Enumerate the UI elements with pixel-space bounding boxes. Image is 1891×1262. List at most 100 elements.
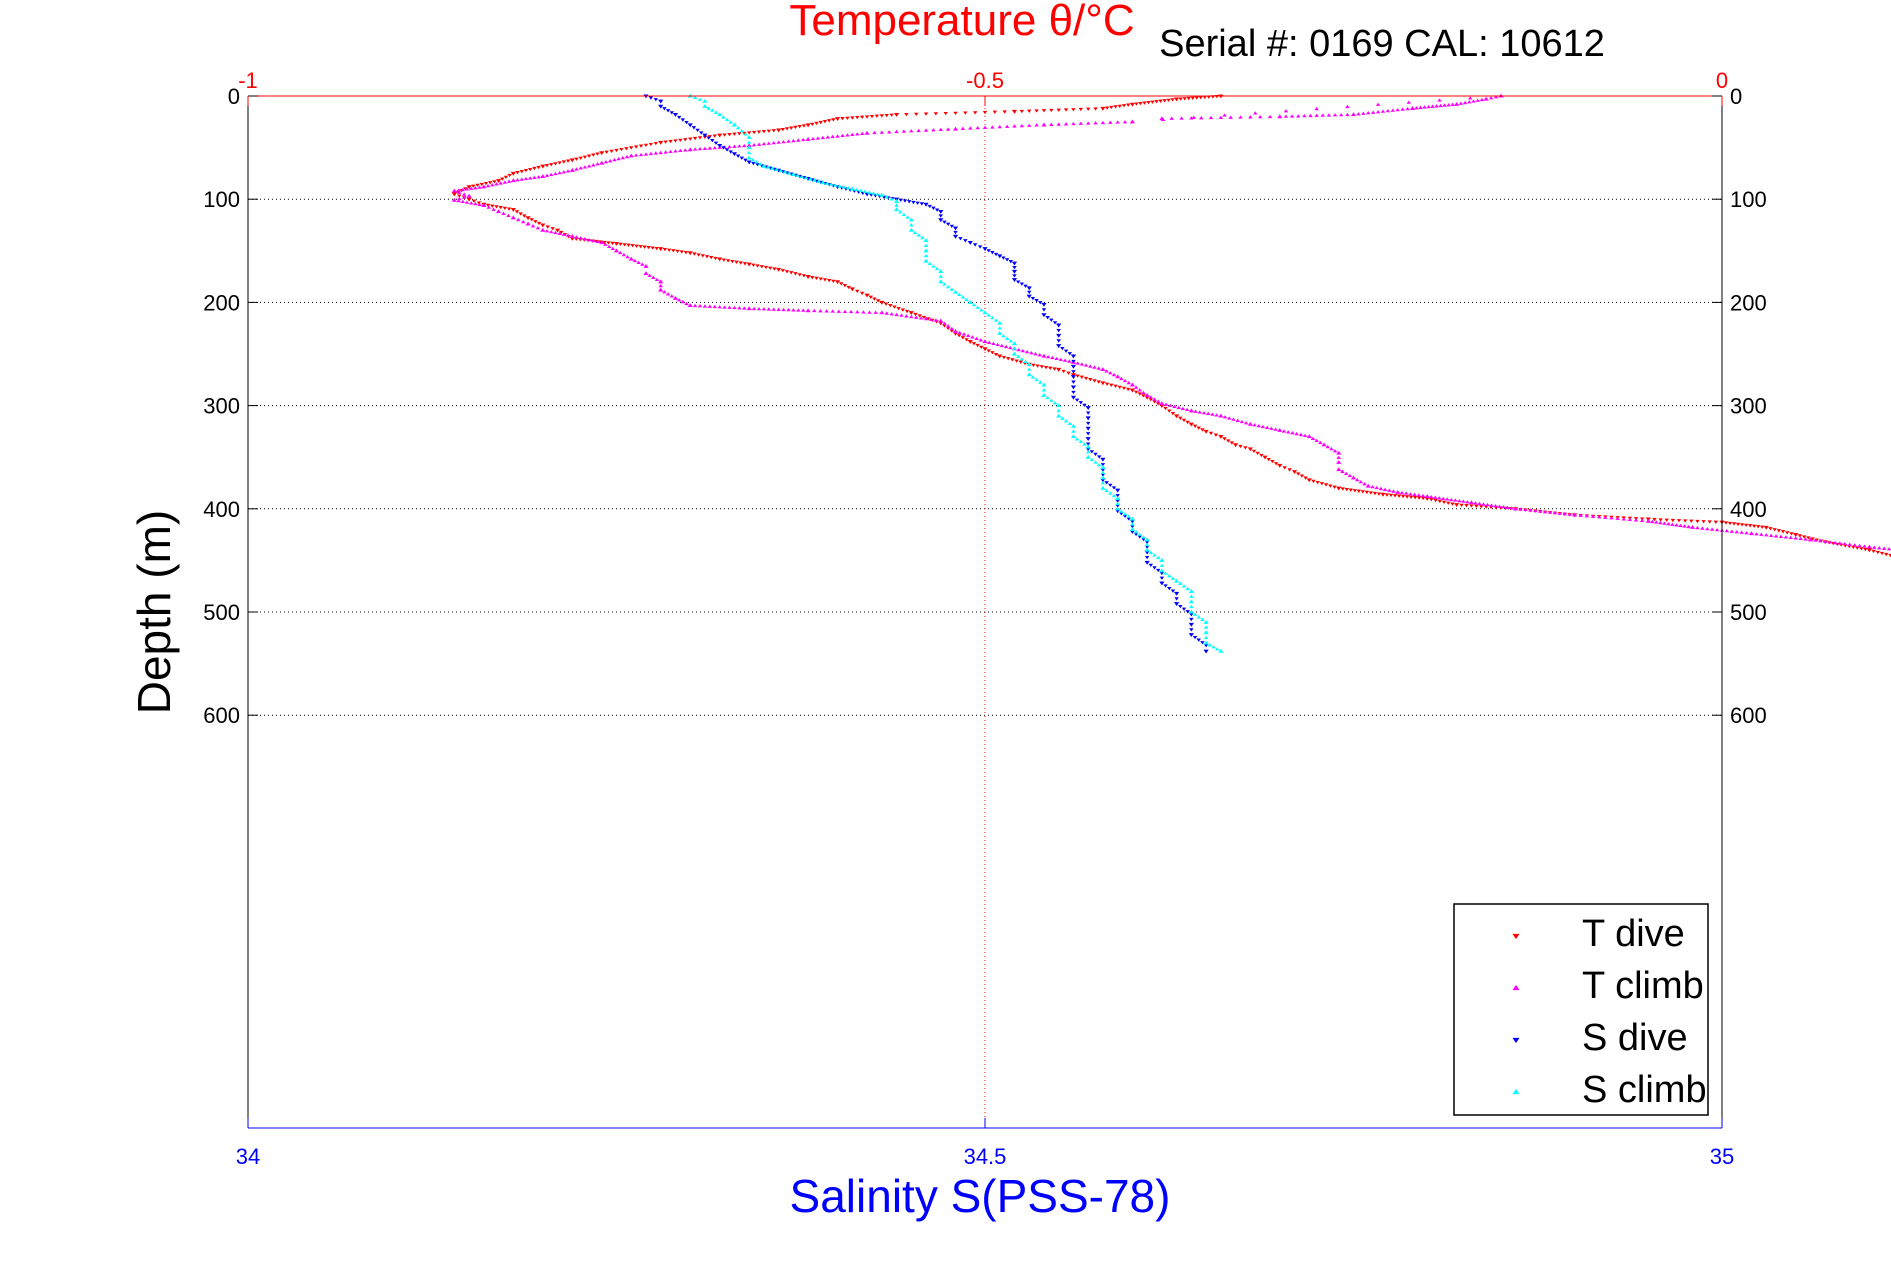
x-tick-label-salinity: 34 (236, 1144, 260, 1169)
data-point (658, 140, 664, 145)
data-point (1208, 115, 1214, 120)
data-point (1441, 496, 1446, 500)
data-point (1866, 548, 1872, 553)
data-point (1255, 451, 1260, 456)
data-point (884, 311, 889, 315)
data-point (469, 201, 474, 205)
data-point (481, 203, 487, 207)
data-point (1121, 386, 1127, 391)
data-point (963, 111, 968, 115)
data-point (1015, 280, 1021, 284)
data-point (1144, 560, 1150, 565)
data-point (1041, 392, 1047, 397)
data-point (964, 338, 969, 342)
data-point (1100, 473, 1106, 477)
data-point (945, 326, 951, 331)
data-point (1166, 98, 1171, 103)
data-point (1863, 548, 1868, 552)
data-point (495, 209, 502, 214)
data-point (1739, 530, 1744, 534)
data-point (1075, 374, 1080, 378)
data-point (610, 246, 616, 251)
data-point (931, 206, 936, 210)
data-point (523, 176, 529, 181)
data-point (1260, 424, 1266, 429)
data-point (902, 199, 908, 203)
data-point (613, 248, 620, 253)
data-point (1483, 505, 1489, 509)
data-point (894, 129, 899, 134)
data-point (1148, 563, 1154, 568)
data-point (1468, 500, 1475, 505)
data-point (934, 266, 940, 271)
data-point (1163, 571, 1168, 575)
data-point (1408, 495, 1414, 499)
data-point (1709, 527, 1715, 531)
data-point (451, 197, 457, 202)
data-point (755, 264, 760, 268)
data-point (1434, 104, 1439, 108)
data-point (599, 160, 605, 165)
data-point (653, 98, 659, 102)
data-point (1041, 382, 1047, 387)
data-point (982, 347, 988, 352)
data-point (477, 202, 482, 206)
data-point (1453, 498, 1458, 502)
data-point (1144, 555, 1150, 560)
data-point (668, 139, 673, 144)
data-point (1176, 405, 1181, 409)
data-point (1392, 494, 1398, 498)
data-point (658, 104, 664, 109)
data-point (1450, 502, 1455, 506)
data-point (1469, 504, 1474, 508)
data-point (1229, 441, 1235, 445)
data-point (952, 289, 959, 294)
data-point (1208, 431, 1214, 436)
data-point (1403, 491, 1409, 495)
data-point (1108, 491, 1113, 495)
data-point (1141, 390, 1146, 395)
data-point (1168, 403, 1173, 407)
data-point (717, 305, 722, 309)
data-point (841, 185, 847, 189)
data-point (1041, 388, 1047, 392)
data-point (565, 159, 571, 163)
data-point (1041, 122, 1047, 127)
data-point (697, 146, 703, 151)
data-point (991, 341, 996, 345)
data-point (1747, 524, 1753, 528)
data-point (1144, 545, 1150, 549)
data-point (1763, 525, 1769, 530)
data-point (810, 276, 815, 280)
data-point (1501, 505, 1506, 509)
data-point (707, 146, 713, 150)
data-point (1446, 501, 1451, 505)
data-point (1181, 418, 1187, 423)
data-point (634, 244, 639, 248)
data-point (1060, 416, 1065, 420)
data-point (1416, 493, 1421, 497)
data-point (1277, 114, 1283, 119)
data-point (1336, 450, 1342, 455)
data-point (643, 271, 649, 276)
data-point (904, 309, 910, 314)
data-point (506, 213, 511, 218)
data-point (1097, 462, 1102, 467)
data-point (1479, 505, 1484, 509)
data-point (540, 174, 546, 179)
data-point (960, 126, 966, 130)
data-point (771, 140, 776, 145)
data-point (1026, 286, 1032, 291)
data-point (1658, 518, 1663, 522)
data-point (1085, 121, 1091, 125)
data-point (923, 253, 929, 258)
data-point (1437, 499, 1443, 504)
data-point (1201, 410, 1207, 415)
data-point (498, 181, 503, 185)
data-point (651, 275, 656, 279)
data-point (833, 183, 838, 187)
data-point (1206, 411, 1211, 416)
data-point (704, 255, 710, 259)
data-point (1100, 463, 1106, 467)
data-point (1315, 480, 1320, 485)
